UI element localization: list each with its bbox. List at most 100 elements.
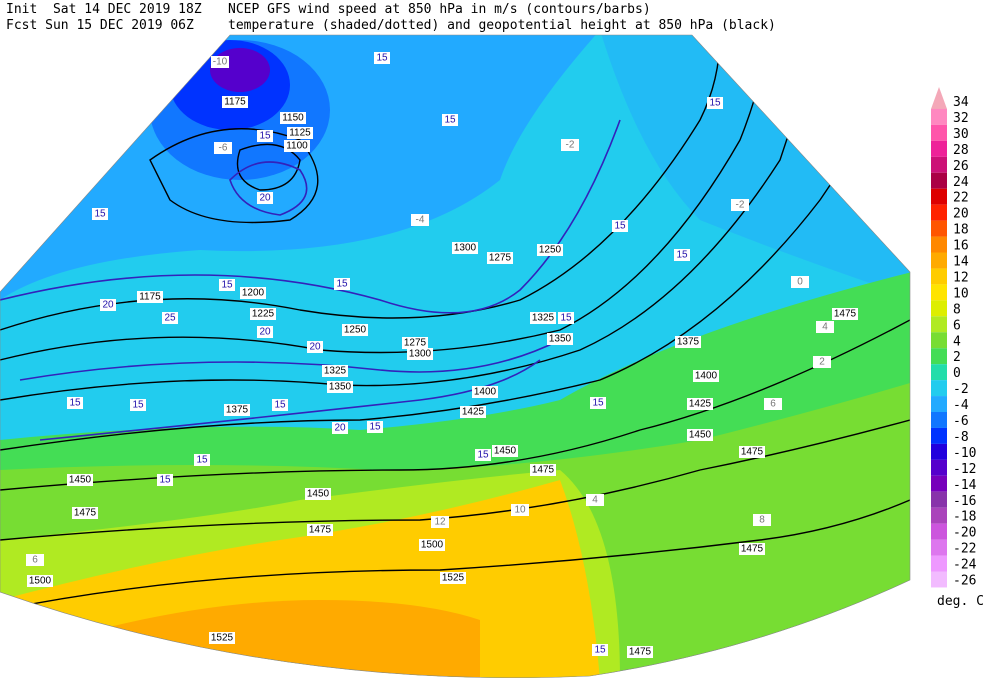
wind-label-bg [590,397,606,409]
temperature-label: 10 [514,505,526,516]
temperature-label: 4 [592,495,598,506]
colorbar-swatch [931,364,947,381]
height-label-bg [739,446,765,458]
colorbar-swatch [931,571,947,588]
field-core [210,48,270,92]
colorbar-label: 0 [953,366,961,381]
height-label: 1525 [442,573,465,584]
height-label-bg [67,474,93,486]
colorbar-label: -22 [953,542,976,557]
wind-label: 15 [274,400,286,411]
height-label: 1450 [307,489,330,500]
height-label: 1325 [324,366,347,377]
colorbar-label: 2 [953,350,961,365]
title: NCEP GFS wind speed at 850 hPa in m/s (c… [228,2,651,17]
height-label: 1475 [741,544,764,555]
wind-label: 15 [259,131,271,142]
colorbar-swatch [931,252,947,269]
colorbar-swatch [931,284,947,301]
wind-label: 15 [69,398,81,409]
height-label-bg [687,398,713,410]
temperature-label: 4 [822,322,828,333]
height-label: 1250 [539,245,562,256]
wind-label: 15 [444,115,456,126]
colorbar-swatch [931,156,947,173]
temp-label-bg [753,514,771,526]
colorbar-label: -24 [953,558,977,573]
height-label: 1300 [454,243,477,254]
height-label: 1175 [139,292,161,303]
height-label-bg [687,429,713,441]
height-label-bg [460,406,486,418]
colorbar-label: 22 [953,191,969,206]
wind-label: 15 [709,98,721,109]
height-label: 1475 [741,447,764,458]
temp-label-bg [813,356,831,368]
height-label: 1375 [677,337,700,348]
height-label-bg [407,348,433,360]
wind-label-bg [558,312,574,324]
height-label: 1500 [29,576,52,587]
colorbar-label: 18 [953,223,969,238]
height-label-bg [537,244,563,256]
temp-label-bg [561,139,579,151]
temperature-label: 6 [770,399,776,410]
height-label-bg [250,308,276,320]
height-label-bg [224,404,250,416]
wind-label: 15 [560,313,572,324]
wind-label-bg [442,114,458,126]
forecast-time: Fcst Sun 15 DEC 2019 06Z [6,18,194,33]
colorbar-swatch [931,491,947,508]
colorbar-label: 6 [953,318,961,333]
colorbar-swatch [931,124,947,141]
colorbar-label: -2 [953,382,969,397]
height-label-bg [280,112,306,124]
colorbar-unit: deg. C [937,594,984,609]
height-label: 1500 [421,540,444,551]
temp-label-bg [26,554,44,566]
colorbar-label: -8 [953,430,969,445]
colorbar-label: -14 [953,478,977,493]
wind-label-bg [272,399,288,411]
colorbar-swatch [931,523,947,540]
colorbar-swatch [931,507,947,524]
height-label: 1475 [74,508,97,519]
height-label: 1225 [252,309,275,320]
colorbar-swatch [931,412,947,428]
colorbar-swatch [931,427,947,444]
height-label: 1425 [689,399,712,410]
wind-label-bg [130,399,146,411]
wind-label-bg [592,644,608,656]
wind-label-bg [194,454,210,466]
height-label-bg [327,381,353,393]
wind-label-bg [257,130,273,142]
colorbar-label: -18 [953,510,976,525]
colorbar-label: 26 [953,159,969,174]
height-label: 1300 [409,349,432,360]
height-label-bg [440,572,466,584]
temperature-label: -10 [213,57,228,68]
temperature-label: -4 [416,215,425,226]
colorbar-label: 28 [953,143,969,158]
wind-label-bg [219,279,235,291]
colorbar-label: 24 [953,175,969,190]
colorbar-label: 14 [953,255,969,270]
colorbar-swatch [931,108,947,125]
temperature-label: 8 [759,515,765,526]
wind-label-bg [674,249,690,261]
colorbar-label: 16 [953,239,969,254]
height-label-bg [419,539,445,551]
colorbar-label: 20 [953,207,969,222]
colorbar-label: 4 [953,334,961,349]
temperature-label: -6 [219,143,228,154]
height-label: 1475 [834,309,857,320]
height-label-bg [305,488,331,500]
height-label-bg [492,445,518,457]
wind-label: 15 [369,422,381,433]
height-label-bg [322,365,348,377]
temperature-label: 2 [819,357,825,368]
map-border [0,34,911,679]
colorbar-swatch [931,316,947,333]
height-label-bg [307,524,333,536]
